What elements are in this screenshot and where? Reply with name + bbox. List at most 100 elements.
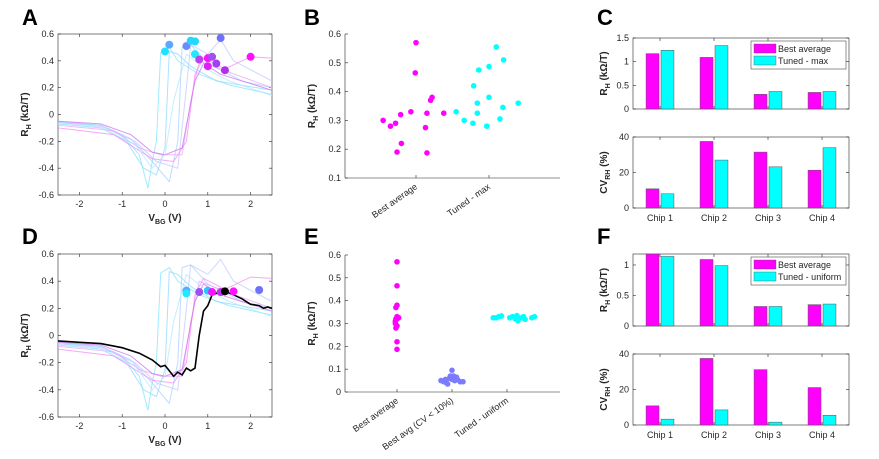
panel-c-top-ylabel-unit: (kΩ/T) bbox=[599, 51, 610, 83]
panel-a-xtick-label: -1 bbox=[118, 199, 126, 209]
panel-a-ytick-label: -0.2 bbox=[38, 136, 54, 146]
panel-c-bottom-bar bbox=[768, 166, 783, 209]
panel-f-bottom-bar bbox=[822, 414, 837, 426]
panel-d-max-marker bbox=[182, 289, 191, 298]
panel-f-bottom-ylabel-sub: RH bbox=[605, 387, 612, 397]
panel-e-data-point bbox=[394, 283, 400, 289]
panel-b-data-point bbox=[474, 110, 481, 116]
panel-d-max-marker bbox=[229, 287, 238, 296]
panel-a-ylabel-sub: H bbox=[26, 124, 33, 129]
panel-e-ytick-label: 0.5 bbox=[328, 273, 341, 283]
panel-b-data-point bbox=[484, 123, 490, 129]
panel-f-top-bar bbox=[807, 304, 822, 327]
panel-a-ytick-label: 0 bbox=[49, 110, 54, 120]
panel-c-top-ylabel-sub: H bbox=[605, 83, 612, 88]
panel-f-bottom-bar bbox=[660, 418, 675, 426]
panel-a-series-line bbox=[57, 56, 273, 163]
panel-f-bottom-bar bbox=[768, 421, 783, 426]
panel-letter-b: B bbox=[304, 5, 320, 30]
panel-c-top-bar-chart: 0 0.5 1 1.5 RH (kΩ/T) Best average Tuned - max bbox=[599, 33, 850, 114]
panel-a-series-line bbox=[57, 53, 273, 169]
panel-f-top-bar bbox=[714, 265, 729, 327]
panel-e-data-point bbox=[444, 381, 451, 387]
panel-d-series-line bbox=[57, 273, 273, 391]
panel-b-data-point bbox=[380, 117, 386, 124]
panel-f-bottom-bar bbox=[699, 358, 714, 426]
panel-f-bottom-ylabel: CVRH (%) bbox=[599, 368, 612, 410]
panel-e-ytick-label: 0.1 bbox=[328, 364, 341, 374]
panel-b-ytick-label: 0.4 bbox=[328, 87, 341, 97]
panel-e-category-label: Tuned - uniform bbox=[453, 395, 511, 439]
panel-b-data-point bbox=[429, 94, 435, 101]
panel-f-bottom-bar bbox=[753, 369, 768, 426]
panel-b-data-point bbox=[470, 120, 476, 127]
panel-f-bottom-category-label: Chip 3 bbox=[755, 430, 781, 440]
panel-f-bottom-category-label: Chip 4 bbox=[809, 430, 835, 440]
panel-b-category-label: Best average bbox=[370, 181, 419, 220]
panel-e-ytick-label: 0.2 bbox=[328, 341, 341, 351]
panel-d-xlabel-sub: BG bbox=[155, 441, 166, 448]
panel-d-axes-box bbox=[57, 253, 273, 418]
panel-c-top-bar bbox=[807, 92, 822, 110]
panel-f-top-ylabel-sub: H bbox=[605, 300, 612, 305]
panel-f-top-legend-label: Best average bbox=[778, 260, 831, 270]
panel-a-max-marker bbox=[212, 59, 221, 68]
panel-a-ytick-label: 0.2 bbox=[41, 83, 54, 93]
panel-e-data-point bbox=[449, 376, 455, 383]
panel-e-ylabel-unit: (kΩ/T) bbox=[307, 301, 318, 333]
panel-a-series-line bbox=[57, 38, 273, 169]
panel-a-max-marker bbox=[208, 52, 217, 61]
panel-a-ytick-label: 0.6 bbox=[41, 29, 54, 39]
panel-d-series-line bbox=[57, 276, 273, 384]
panel-f-top-legend-swatch bbox=[753, 259, 777, 270]
panel-b-data-point bbox=[398, 140, 405, 147]
panel-e-ytick-label: 0 bbox=[336, 387, 341, 397]
panel-f-top-bar-chart: 0 0.5 1 RH (kΩ/T) Best average Tuned - unifor… bbox=[599, 253, 850, 331]
panel-d-max-marker bbox=[208, 288, 217, 297]
panel-f-top-ylabel-main: R bbox=[599, 304, 610, 312]
panel-b-ytick-label: 0.3 bbox=[328, 115, 341, 125]
panel-c-bottom-bar bbox=[714, 159, 729, 209]
panel-a-xlabel: VBG (V) bbox=[148, 213, 181, 226]
panel-f-top-bar bbox=[699, 259, 714, 327]
panel-d-max-marker bbox=[195, 288, 204, 297]
panel-b-ylabel-main: R bbox=[307, 120, 318, 128]
panel-f-top-legend-label: Tuned - uniform bbox=[778, 272, 841, 282]
panel-f-top-bar bbox=[768, 306, 783, 327]
panel-c-bottom-category-label: Chip 1 bbox=[647, 213, 673, 223]
panel-e-data-point bbox=[460, 378, 466, 385]
panel-d-ytick-label: 0.2 bbox=[41, 303, 54, 313]
panel-f-top-ylabel-unit: (kΩ/T) bbox=[599, 268, 610, 300]
panel-a-max-marker bbox=[220, 66, 229, 75]
panel-a-xlabel-main: V bbox=[148, 213, 155, 224]
panel-a-max-marker bbox=[161, 47, 169, 56]
panel-a-xtick-label: 0 bbox=[162, 199, 167, 209]
panel-c-top-bar bbox=[714, 45, 729, 110]
panel-c-bottom-ylabel-main: CV bbox=[599, 179, 610, 193]
panel-b-ylabel-sub: H bbox=[313, 116, 320, 121]
panel-e-ytick-label: 0.3 bbox=[328, 319, 341, 329]
panel-b-category-label: Tuned - max bbox=[445, 181, 492, 218]
panel-e-data-point bbox=[522, 316, 528, 323]
panel-a-ylabel-main: R bbox=[20, 129, 31, 137]
panel-c-bottom-ylabel: CVRH (%) bbox=[599, 151, 612, 193]
panel-c-bottom-bar bbox=[753, 151, 768, 209]
panel-e-data-point bbox=[498, 313, 505, 319]
panel-c-top-ytick-label: 0.5 bbox=[616, 80, 629, 90]
panel-d-ytick-label: -0.4 bbox=[38, 385, 54, 395]
panel-f-bottom-bar bbox=[807, 387, 822, 426]
panel-a-max-marker bbox=[203, 62, 212, 71]
panel-e-data-point bbox=[449, 367, 455, 374]
panel-e-data-point bbox=[442, 376, 449, 383]
panel-f-bottom-category-label: Chip 2 bbox=[701, 430, 727, 440]
panel-letter-e: E bbox=[304, 224, 319, 249]
panel-e-data-point bbox=[453, 374, 460, 380]
panel-a-max-marker bbox=[216, 34, 225, 43]
panel-c-bottom-category-label: Chip 2 bbox=[701, 213, 727, 223]
panel-b-data-point bbox=[475, 67, 482, 73]
panel-d-ylabel-main: R bbox=[20, 350, 31, 358]
panel-f-top-ytick-label: 1 bbox=[624, 260, 629, 270]
panel-a-xlabel-unit: (V) bbox=[166, 213, 182, 224]
panel-b-data-point bbox=[392, 120, 399, 127]
